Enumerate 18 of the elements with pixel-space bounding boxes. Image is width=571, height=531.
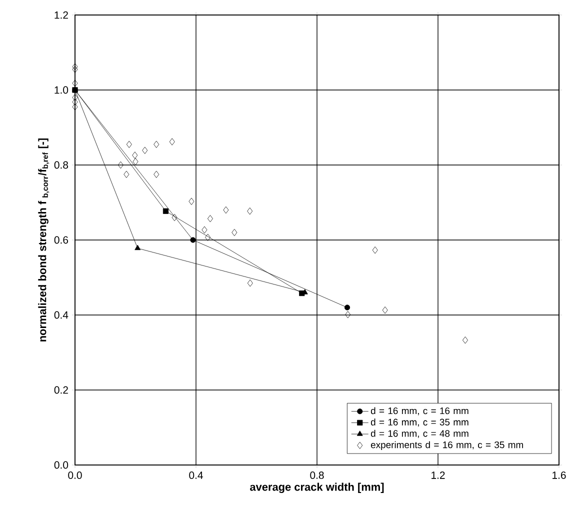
legend-label: d = 16 mm, c = 48 mm <box>370 430 468 438</box>
y-tick-label: 0.4 <box>54 311 68 319</box>
y-tick-label: 1.2 <box>54 11 68 19</box>
y-tick-label: 0.6 <box>54 236 68 244</box>
x-tick-label: 0.4 <box>189 472 203 479</box>
y-tick-label: 1.0 <box>54 86 68 94</box>
x-tick-label: 1.6 <box>552 472 566 479</box>
y-tick-label: 0.8 <box>54 161 68 169</box>
y-tick-label: 0.2 <box>54 386 68 394</box>
y-axis-title: normalized bond strength f $_{b,corr}$/f$_{b,ref}$ [-] <box>38 138 50 342</box>
x-tick-label: 1.2 <box>432 472 445 479</box>
legend-label: d = 16 mm, c = 35 mm <box>370 418 468 427</box>
x-tick-label: 0.8 <box>310 472 324 479</box>
y-tick-label: 0.0 <box>54 461 68 469</box>
x-tick-label: 0.0 <box>68 472 82 479</box>
legend-label: experiments d = 16 mm, c = 35 mm <box>370 441 523 450</box>
legend-label: d = 16 mm, c = 16 mm <box>370 407 468 416</box>
x-axis-title: average crack width [mm] <box>250 482 384 494</box>
